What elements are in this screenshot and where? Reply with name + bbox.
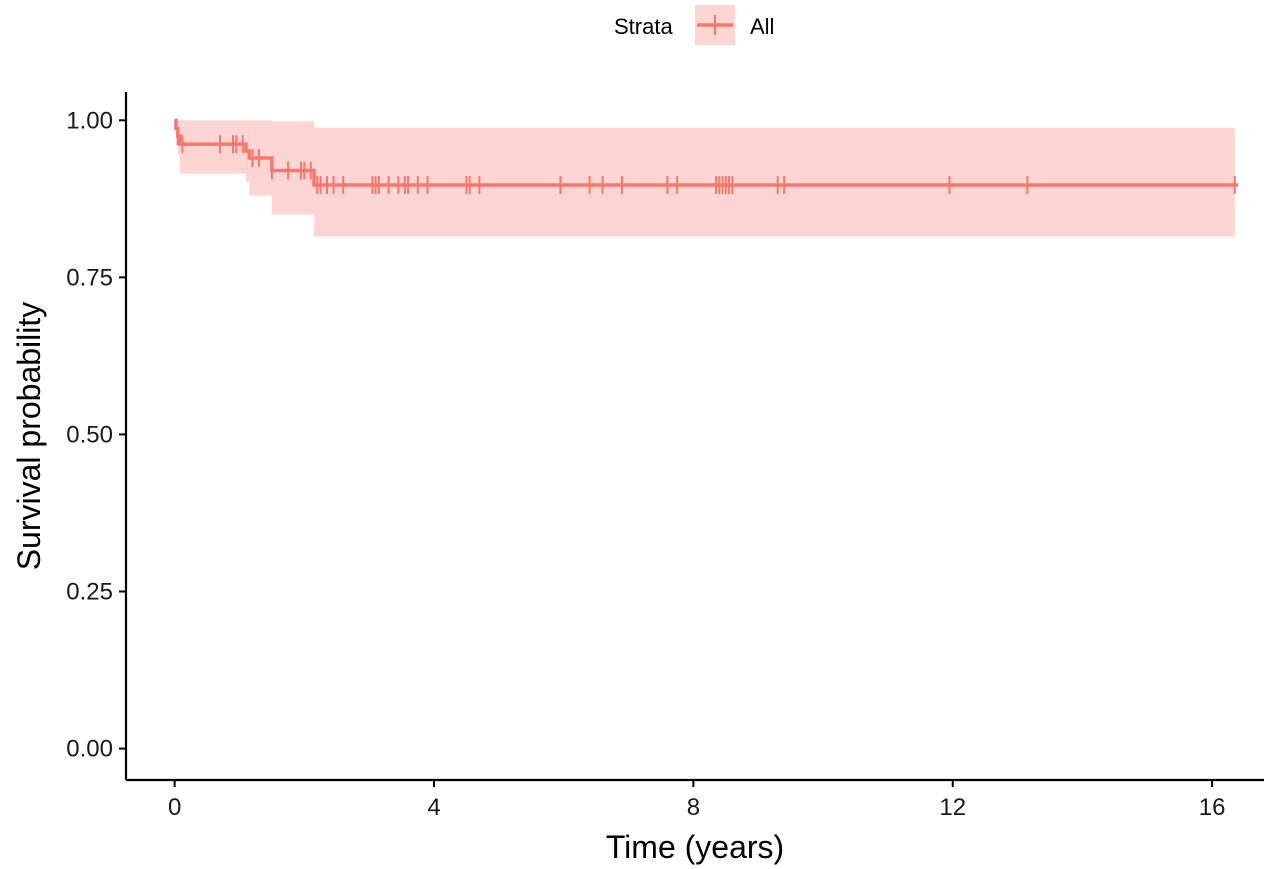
axes: 0.00 0.25 0.50 0.75 1.00 0 4 8 12 16 Time (years… bbox=[11, 92, 1264, 865]
y-tick-label: 1.00 bbox=[66, 107, 113, 134]
plot-area bbox=[174, 118, 1239, 237]
legend-entry-all: All bbox=[750, 14, 774, 39]
confidence-band-step bbox=[179, 120, 246, 174]
y-tick-label: 0.50 bbox=[66, 421, 113, 448]
y-tick-label: 0.75 bbox=[66, 264, 113, 291]
x-tick-label: 12 bbox=[939, 794, 966, 821]
x-tick-label: 8 bbox=[687, 794, 700, 821]
y-axis-title: Survival probability bbox=[11, 302, 47, 571]
y-tick-label: 0.00 bbox=[66, 736, 113, 763]
x-axis-title: Time (years) bbox=[606, 829, 784, 865]
confidence-band-step bbox=[314, 127, 1235, 237]
y-tick-label: 0.25 bbox=[66, 579, 113, 606]
confidence-band bbox=[175, 120, 1235, 237]
x-tick-label: 4 bbox=[427, 794, 440, 821]
x-ticks: 0 4 8 12 16 bbox=[168, 780, 1226, 821]
legend: Strata All bbox=[614, 5, 774, 45]
confidence-band-step bbox=[271, 121, 315, 215]
x-tick-label: 0 bbox=[168, 794, 181, 821]
legend-title: Strata bbox=[614, 14, 673, 39]
y-ticks: 0.00 0.25 0.50 0.75 1.00 bbox=[66, 107, 126, 763]
censor-marks bbox=[176, 126, 1236, 194]
x-tick-label: 16 bbox=[1199, 794, 1226, 821]
